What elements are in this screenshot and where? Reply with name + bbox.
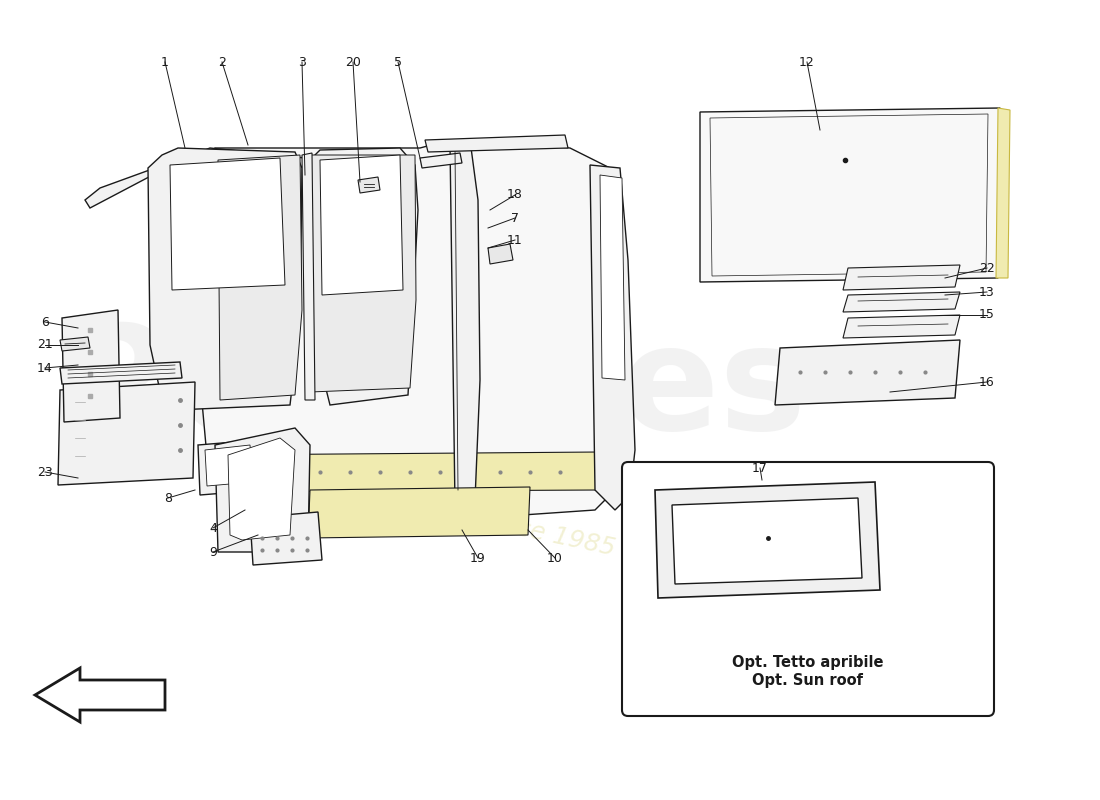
Polygon shape xyxy=(85,148,308,208)
Text: 18: 18 xyxy=(507,189,522,202)
Polygon shape xyxy=(488,244,513,264)
Text: 4: 4 xyxy=(209,522,217,534)
Polygon shape xyxy=(170,158,285,290)
Polygon shape xyxy=(700,108,1000,282)
Polygon shape xyxy=(843,292,960,312)
Text: 7: 7 xyxy=(512,211,519,225)
Polygon shape xyxy=(308,487,530,538)
Polygon shape xyxy=(205,445,253,486)
Text: 9: 9 xyxy=(209,546,217,558)
Text: 5: 5 xyxy=(394,55,402,69)
Polygon shape xyxy=(654,482,880,598)
Text: 2000rtes: 2000rtes xyxy=(74,319,806,461)
Polygon shape xyxy=(302,153,315,400)
Polygon shape xyxy=(218,155,302,400)
Polygon shape xyxy=(600,175,625,380)
Text: 12: 12 xyxy=(799,55,815,69)
Text: Opt. Sun roof: Opt. Sun roof xyxy=(752,673,864,687)
Text: 17: 17 xyxy=(752,462,768,474)
Polygon shape xyxy=(420,153,462,168)
Text: 1: 1 xyxy=(161,55,169,69)
Text: 22: 22 xyxy=(979,262,994,274)
Polygon shape xyxy=(843,315,960,338)
Polygon shape xyxy=(208,452,600,492)
Polygon shape xyxy=(425,135,568,152)
Polygon shape xyxy=(450,140,480,505)
Text: a passion for parts since 1985: a passion for parts since 1985 xyxy=(243,459,617,561)
Text: 13: 13 xyxy=(979,286,994,298)
Polygon shape xyxy=(62,310,120,422)
Polygon shape xyxy=(35,668,165,722)
Polygon shape xyxy=(60,337,90,351)
Polygon shape xyxy=(308,148,418,405)
Polygon shape xyxy=(228,438,295,540)
Polygon shape xyxy=(776,340,960,405)
Text: 8: 8 xyxy=(164,491,172,505)
Polygon shape xyxy=(996,108,1010,278)
Polygon shape xyxy=(60,362,182,384)
Text: 14: 14 xyxy=(37,362,53,374)
Polygon shape xyxy=(214,428,310,552)
Polygon shape xyxy=(320,155,403,295)
Text: 11: 11 xyxy=(507,234,522,246)
Polygon shape xyxy=(58,382,195,485)
Polygon shape xyxy=(308,155,416,392)
Polygon shape xyxy=(148,148,302,410)
Polygon shape xyxy=(590,165,635,510)
Text: 19: 19 xyxy=(470,551,486,565)
Text: 21: 21 xyxy=(37,338,53,351)
Polygon shape xyxy=(843,265,960,290)
Polygon shape xyxy=(358,177,379,193)
Text: 6: 6 xyxy=(41,315,48,329)
Text: 20: 20 xyxy=(345,55,361,69)
Text: 10: 10 xyxy=(547,551,563,565)
Text: 15: 15 xyxy=(979,309,994,322)
Polygon shape xyxy=(250,512,322,565)
Text: 2: 2 xyxy=(218,55,226,69)
Text: Opt. Tetto apribile: Opt. Tetto apribile xyxy=(733,654,883,670)
Text: 3: 3 xyxy=(298,55,306,69)
Polygon shape xyxy=(195,140,620,520)
Polygon shape xyxy=(198,440,262,495)
Text: 23: 23 xyxy=(37,466,53,478)
FancyBboxPatch shape xyxy=(621,462,994,716)
Text: 16: 16 xyxy=(979,375,994,389)
Polygon shape xyxy=(672,498,862,584)
